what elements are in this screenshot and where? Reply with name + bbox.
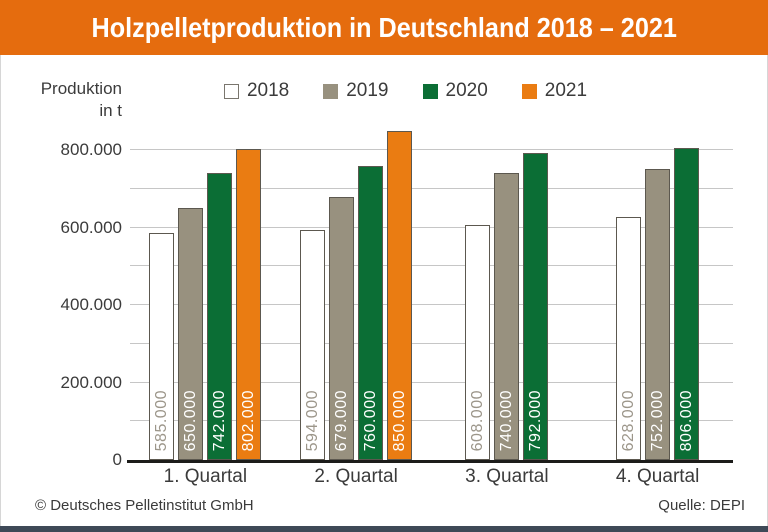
legend-swatch-2020: [422, 83, 438, 99]
legend-label-2021: 2021: [544, 80, 588, 101]
bar-2019-q1: 650.000: [178, 208, 204, 460]
gridline-800000: [130, 149, 733, 151]
legend-item-2019: 2019: [323, 80, 389, 102]
bar-value-label-2018-q2: 594.000: [304, 389, 322, 451]
bar-group-q2: 594.000 679.000 760.000 850.000: [281, 123, 432, 460]
y-axis-tick-labels: 800.000 600.000 400.000 200.000 0: [20, 123, 122, 469]
legend-item-2018: 2018: [223, 80, 290, 102]
bar-value-label-2019-q2: 679.000: [333, 389, 351, 451]
bar-value-label-2019-q1: 650.000: [182, 389, 200, 451]
bar-value-label-2021-q1: 802.000: [240, 389, 258, 451]
bar-2019-q3: 740.000: [494, 173, 520, 460]
gridline-300000: [130, 342, 733, 344]
gridline-600000: [130, 226, 733, 228]
legend: 2018 2019 2020 2021: [104, 80, 707, 102]
legend-swatch-2021: [521, 83, 537, 99]
bar-value-label-2019-q3: 740.000: [498, 389, 516, 451]
bar-value-label-2021-q2: 850.000: [391, 389, 409, 451]
bar-2018-q1: 585.000: [149, 233, 175, 460]
gridline-100000: [130, 420, 733, 422]
y-axis-title: Produktion in t: [28, 78, 122, 122]
bar-2018-q4: 628.000: [616, 216, 642, 460]
chart-plot-area: 585.000 650.000 742.000 802.000 594.000 679.0…: [127, 123, 733, 463]
bar-value-label-2019-q4: 752.000: [649, 389, 667, 451]
bar-2019-q4: 752.000: [645, 168, 671, 460]
y-axis-title-line1: Produktion: [40, 79, 122, 98]
x-axis-labels: 1. Quartal 2. Quartal 3. Quartal 4. Quartal: [130, 466, 733, 488]
y-tick-200000: 200.000: [60, 372, 122, 392]
bar-2020-q3: 792.000: [523, 153, 549, 460]
x-axis-line: [127, 460, 733, 463]
bottom-accent-bar: [0, 526, 768, 532]
legend-item-2021: 2021: [521, 80, 588, 102]
bar-2020-q1: 742.000: [207, 172, 233, 460]
bar-2018-q3: 608.000: [465, 224, 491, 460]
gridline-700000: [130, 187, 733, 189]
x-tick-quartal-2: 2. Quartal: [314, 466, 398, 487]
legend-label-2020: 2020: [445, 80, 488, 101]
header-banner: Holzpelletproduktion in Deutschland 2018…: [0, 0, 768, 55]
x-tick-quartal-3: 3. Quartal: [465, 466, 549, 487]
bar-value-label-2018-q1: 585.000: [153, 389, 171, 451]
y-tick-800000: 800.000: [60, 140, 122, 160]
legend-label-2018: 2018: [246, 80, 290, 101]
bar-2020-q4: 806.000: [674, 147, 700, 460]
y-tick-600000: 600.000: [60, 217, 122, 237]
gridline-200000: [130, 381, 733, 383]
bar-value-label-2020-q2: 760.000: [362, 389, 380, 451]
page-title: Holzpelletproduktion in Deutschland 2018…: [91, 11, 677, 43]
footer-copyright: © Deutsches Pelletinstitut GmbH: [35, 497, 254, 514]
x-tick-quartal-4: 4. Quartal: [615, 466, 700, 487]
bar-group-q4: 628.000 752.000 806.000: [582, 123, 733, 460]
y-tick-400000: 400.000: [60, 295, 122, 315]
y-tick-0: 0: [112, 450, 122, 469]
legend-swatch-2018: [223, 83, 239, 99]
bar-group-q1: 585.000 650.000 742.000 802.000: [130, 123, 281, 460]
y-axis-title-line2: in t: [99, 101, 122, 120]
bar-value-label-2020-q3: 792.000: [527, 389, 545, 451]
footer-source: Quelle: DEPI: [658, 497, 745, 514]
x-tick-quartal-1: 1. Quartal: [163, 466, 248, 487]
bar-groups: 585.000 650.000 742.000 802.000 594.000 679.0…: [130, 123, 733, 460]
gridline-500000: [130, 265, 733, 267]
bar-2018-q2: 594.000: [300, 229, 326, 460]
bar-group-q3: 608.000 740.000 792.000: [432, 123, 583, 460]
legend-item-2020: 2020: [422, 80, 488, 102]
legend-swatch-2019: [323, 83, 339, 99]
bar-value-label-2018-q4: 628.000: [620, 389, 638, 451]
legend-label-2019: 2019: [346, 80, 389, 101]
bar-value-label-2020-q1: 742.000: [211, 389, 229, 451]
bar-value-label-2018-q3: 608.000: [469, 389, 487, 451]
bar-2021-q2: 850.000: [387, 130, 413, 460]
bar-2019-q2: 679.000: [329, 197, 355, 460]
bar-2021-q1: 802.000: [236, 149, 262, 460]
bar-2020-q2: 760.000: [358, 165, 384, 460]
gridline-400000: [130, 304, 733, 306]
bar-value-label-2020-q4: 806.000: [678, 389, 696, 451]
footer: © Deutsches Pelletinstitut GmbH Quelle: …: [35, 497, 745, 514]
